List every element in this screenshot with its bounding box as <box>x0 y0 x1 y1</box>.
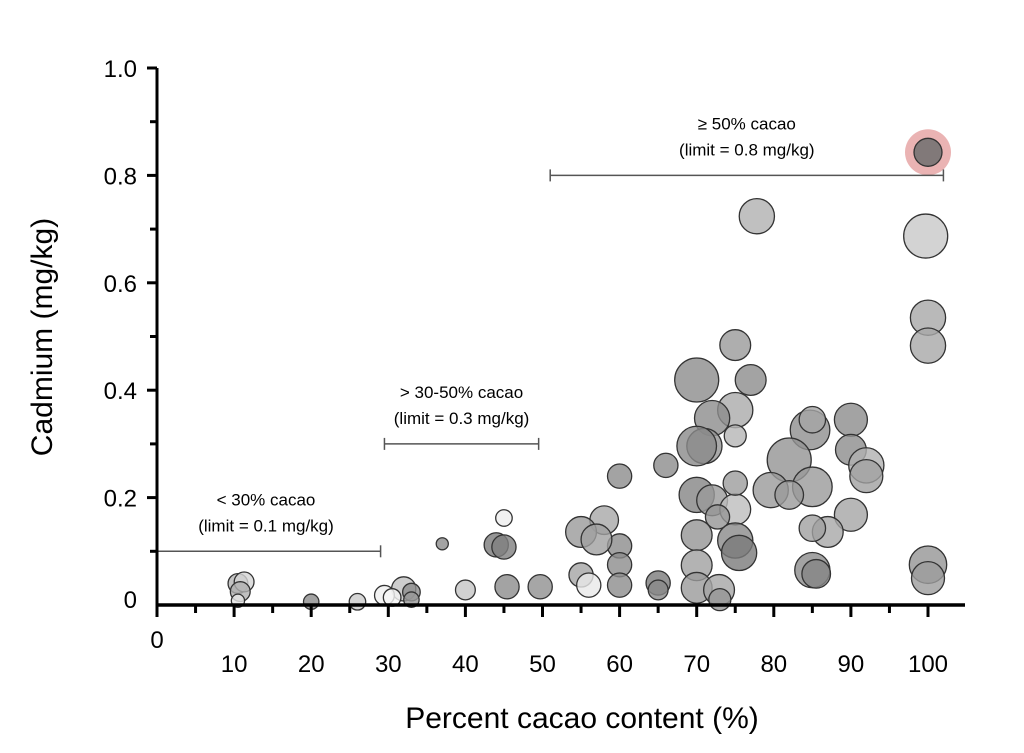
data-point <box>653 452 679 479</box>
data-point <box>734 363 767 397</box>
data-point <box>722 470 749 496</box>
data-point <box>606 572 633 598</box>
x-tick-label: 60 <box>606 651 633 678</box>
data-point <box>454 579 476 601</box>
y-tick-label: 0.6 <box>104 271 137 298</box>
data-point <box>704 504 731 530</box>
data-point <box>680 519 713 552</box>
data-point <box>606 463 633 489</box>
data-point <box>909 327 947 364</box>
annotation-limit: (limit = 0.8 mg/kg) <box>679 140 815 159</box>
x-tick-label: 100 <box>908 651 948 678</box>
data-point <box>833 402 869 437</box>
data-point <box>738 197 776 235</box>
data-point <box>913 137 943 167</box>
data-point <box>576 572 602 598</box>
y-tick-label: 0 <box>124 587 137 614</box>
data-point <box>833 497 869 532</box>
annotation-label: < 30% cacao <box>217 490 316 509</box>
x-tick-label: 90 <box>838 651 865 678</box>
x-tick-label: 70 <box>683 651 710 678</box>
x-tick-label: 0 <box>150 627 163 654</box>
data-point <box>495 509 513 527</box>
y-tick-label: 0.2 <box>104 486 137 513</box>
x-tick-label: 30 <box>375 651 402 678</box>
y-tick-label: 0.8 <box>104 163 137 190</box>
data-point <box>798 405 827 434</box>
data-point <box>491 534 517 560</box>
annotations-layer: < 30% cacao (limit = 0.1 mg/kg) > 30-50% c… <box>157 114 945 558</box>
data-point <box>719 329 752 362</box>
annotation-label: > 30-50% cacao <box>400 383 523 402</box>
data-point <box>720 534 758 572</box>
y-tick-label: 1.0 <box>104 56 137 83</box>
data-point <box>903 213 949 259</box>
x-tick-label: 20 <box>298 651 325 678</box>
data-point <box>674 357 720 403</box>
data-point <box>910 561 946 596</box>
annotation-limit: (limit = 0.3 mg/kg) <box>394 409 530 428</box>
data-point <box>348 592 367 611</box>
x-tick-label: 50 <box>529 651 556 678</box>
points-layer <box>227 129 951 612</box>
annotation-limit: (limit = 0.1 mg/kg) <box>198 516 334 535</box>
data-point <box>647 579 669 601</box>
data-point <box>708 587 732 612</box>
data-point <box>494 573 520 600</box>
data-point <box>798 514 827 543</box>
axes: 0 10 20 30 40 50 60 70 80 90 100 0 0.2 0.4 0.6 0.8 1.0 <box>104 56 965 678</box>
y-tick-label: 0.4 <box>104 378 137 405</box>
data-point <box>774 479 805 510</box>
data-point <box>801 558 832 589</box>
data-point <box>849 458 884 494</box>
data-point <box>527 573 553 600</box>
x-tick-label: 80 <box>760 651 787 678</box>
y-axis-title: Cadmium (mg/kg) <box>26 218 59 456</box>
annotation-label: ≥ 50% cacao <box>698 114 796 133</box>
data-point <box>723 424 747 448</box>
x-axis-title: Percent cacao content (%) <box>405 702 759 735</box>
data-point <box>676 425 718 467</box>
data-point <box>580 523 613 556</box>
x-tick-label: 10 <box>221 651 248 678</box>
data-point <box>435 537 449 551</box>
x-tick-label: 40 <box>452 651 479 678</box>
